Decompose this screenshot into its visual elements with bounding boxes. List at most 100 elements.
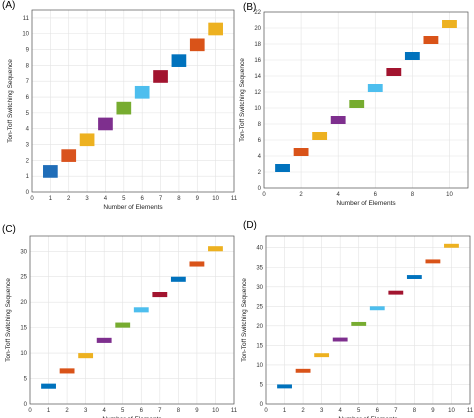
y-tick-label: 5	[24, 377, 28, 383]
y-tick-label: 8	[258, 122, 262, 128]
chart-panel-0: 0 1 2 3 4 5 6 7 8 9 10 11 0 1 2 3 4 5 6 7 8 9 10 11 Number of El…	[7, 9, 238, 211]
y-tick-label: 0	[26, 190, 30, 196]
y-tick-label: 0	[260, 402, 264, 408]
x-tick-label: 2	[299, 192, 303, 198]
x-tick-label: 9	[196, 196, 200, 202]
x-tick-label: 5	[122, 196, 126, 202]
x-tick-label: 11	[231, 408, 238, 414]
bar-element-7	[152, 292, 168, 298]
y-tick-label: 12	[254, 90, 261, 96]
x-tick-label: 0	[30, 196, 34, 202]
y-tick-label: 1	[26, 174, 30, 180]
x-tick-label: 3	[84, 408, 88, 414]
y-tick-label: 20	[254, 26, 261, 32]
x-tick-label: 8	[177, 196, 181, 202]
bar-element-1	[275, 164, 290, 172]
y-axis-label: Ton-Toff Switching Sequence	[7, 59, 14, 143]
plot-frame	[263, 11, 469, 189]
bar-element-9	[425, 259, 441, 264]
bar-element-6	[367, 84, 383, 92]
bar-element-9	[423, 36, 439, 44]
x-tick-label: 0	[264, 408, 268, 414]
x-axis-label: Number of Elements	[336, 200, 396, 207]
panel-label-d: (D)	[243, 220, 257, 231]
x-tick-label: 4	[337, 192, 341, 198]
panel-label-a: (A)	[2, 0, 16, 11]
y-tick-label: 18	[254, 42, 261, 48]
bar-element-1	[41, 383, 56, 389]
plot-frame	[265, 235, 471, 405]
bar-element-6	[369, 306, 385, 311]
x-tick-label: 6	[376, 408, 380, 414]
bar-element-9	[189, 261, 205, 267]
chart-panel-1: 0 2 4 6 8 10 0 2 4 6 8 10 12 14 16 18 20 22 Number of Elem…	[239, 10, 469, 207]
x-tick-label: 11	[231, 196, 238, 202]
bar-element-7	[153, 70, 168, 83]
x-tick-label: 7	[159, 196, 163, 202]
bar-element-7	[388, 290, 404, 295]
y-tick-label: 25	[256, 304, 263, 310]
bar-element-6	[134, 85, 150, 99]
y-tick-label: 10	[22, 32, 29, 38]
y-tick-label: 2	[26, 158, 30, 164]
x-tick-label: 4	[339, 408, 343, 414]
x-tick-label: 4	[103, 408, 107, 414]
bar-element-3	[312, 132, 328, 140]
bar-element-4	[330, 116, 346, 124]
y-tick-label: 15	[20, 326, 27, 332]
x-tick-label: 3	[85, 196, 89, 202]
x-tick-label: 0	[262, 192, 266, 198]
x-tick-label: 6	[141, 196, 145, 202]
y-tick-label: 6	[258, 138, 262, 144]
y-tick-label: 10	[20, 351, 27, 357]
bar-element-4	[96, 337, 112, 343]
bar-element-4	[98, 117, 113, 131]
bar-element-2	[59, 368, 75, 374]
y-tick-label: 20	[256, 324, 263, 330]
bar-element-6	[133, 307, 149, 313]
x-tick-label: 0	[28, 408, 32, 414]
bar-element-3	[78, 353, 94, 359]
bar-element-3	[79, 133, 95, 147]
x-tick-label: 6	[374, 192, 378, 198]
y-tick-label: 30	[20, 249, 27, 255]
y-tick-label: 10	[254, 106, 261, 112]
bar-element-5	[116, 101, 132, 115]
y-tick-label: 25	[20, 275, 27, 281]
panel-label-c: (C)	[2, 224, 16, 235]
bar-element-7	[386, 68, 402, 76]
bar-element-5	[349, 100, 365, 108]
x-tick-label: 1	[283, 408, 287, 414]
bar-element-5	[115, 322, 131, 328]
bar-element-10	[442, 20, 457, 28]
y-tick-label: 35	[256, 265, 263, 271]
x-tick-label: 11	[467, 408, 474, 414]
x-tick-label: 8	[413, 408, 417, 414]
x-tick-label: 5	[357, 408, 361, 414]
x-tick-label: 7	[158, 408, 162, 414]
y-tick-label: 40	[256, 246, 263, 252]
y-tick-label: 3	[26, 143, 30, 149]
y-tick-label: 4	[258, 154, 262, 160]
y-tick-label: 5	[260, 382, 264, 388]
bar-element-10	[208, 246, 223, 252]
bar-element-10	[444, 243, 459, 248]
y-tick-label: 7	[26, 79, 30, 85]
y-axis-label: Ton-Toff Switching Sequence	[5, 278, 12, 362]
x-tick-label: 7	[394, 408, 398, 414]
bar-element-2	[61, 149, 77, 162]
y-axis-label: Ton-Toff Switching Sequence	[241, 278, 248, 362]
x-tick-label: 6	[140, 408, 144, 414]
chart-panel-3: 0 1 2 3 4 5 6 7 8 9 10 11 0 5 10 15 20 25 30 35 40 Number of …	[241, 235, 474, 418]
x-tick-label: 8	[411, 192, 415, 198]
bar-element-10	[208, 22, 223, 36]
x-tick-label: 3	[320, 408, 324, 414]
y-tick-label: 0	[258, 186, 262, 192]
y-tick-label: 5	[26, 111, 30, 117]
x-tick-label: 5	[121, 408, 125, 414]
x-tick-label: 10	[212, 408, 219, 414]
y-tick-label: 22	[254, 10, 261, 16]
bar-element-8	[171, 54, 187, 67]
y-tick-label: 9	[26, 48, 30, 54]
bar-element-8	[170, 276, 186, 282]
